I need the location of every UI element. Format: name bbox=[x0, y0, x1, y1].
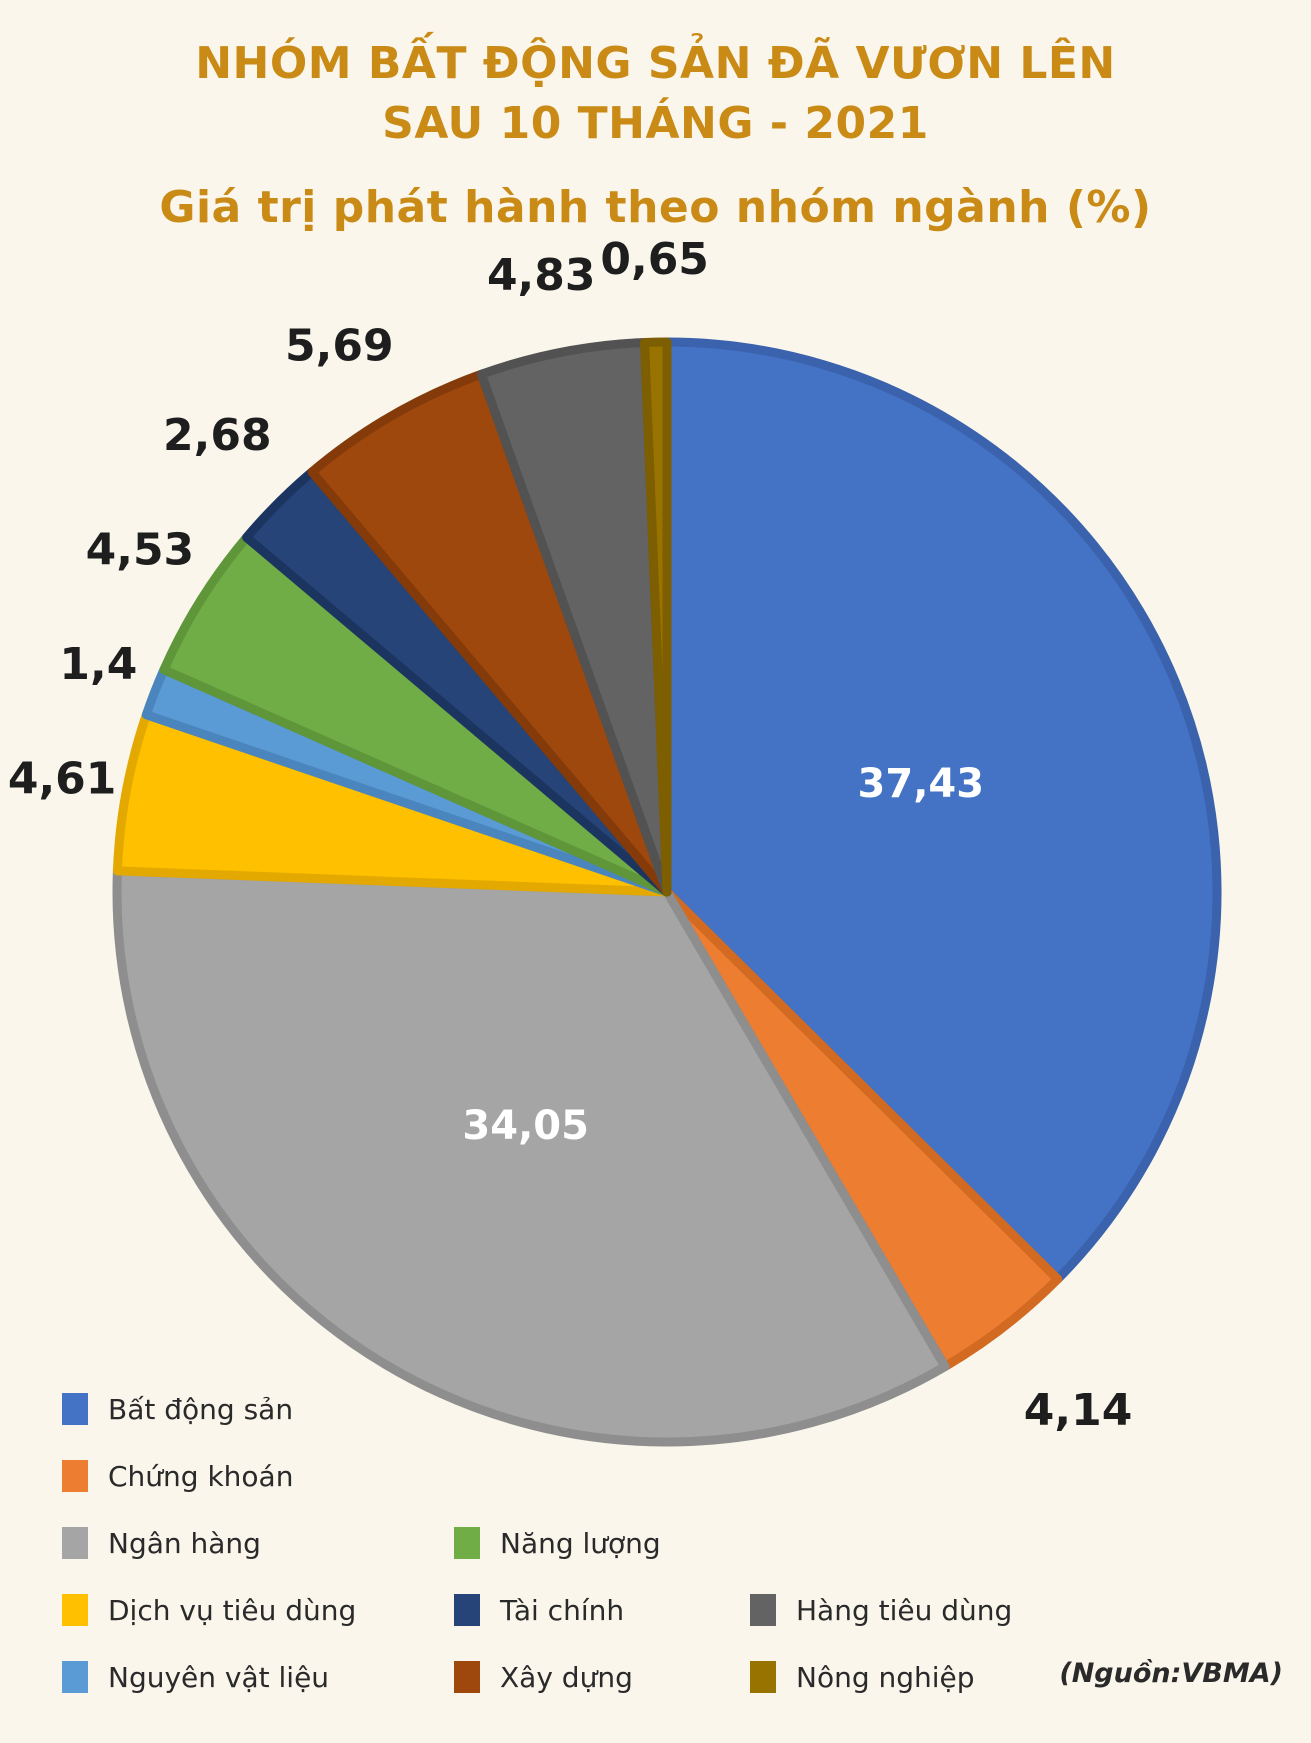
data-label-5: 4,53 bbox=[86, 525, 195, 576]
legend-item-nguyen-vat-lieu: Nguyên vật liệu bbox=[62, 1660, 329, 1694]
legend-swatch bbox=[62, 1594, 88, 1626]
data-label-3: 4,61 bbox=[8, 754, 117, 805]
pie-slice-9 bbox=[640, 337, 672, 897]
chart-subtitle: Giá trị phát hành theo nhóm ngành (%) bbox=[159, 182, 1152, 233]
legend-swatch bbox=[62, 1460, 88, 1492]
legend-label: Bất động sản bbox=[108, 1392, 294, 1426]
legend-swatch bbox=[750, 1661, 776, 1693]
legend-item-xay-dung: Xây dựng bbox=[454, 1660, 633, 1694]
legend-swatch bbox=[62, 1393, 88, 1425]
legend-item-hang-tieu-dung: Hàng tiêu dùng bbox=[750, 1593, 1012, 1627]
legend-item-bat-dong-san: Bất động sản bbox=[62, 1392, 293, 1426]
legend-label: Nguyên vật liệu bbox=[108, 1660, 330, 1694]
legend-label: Dịch vụ tiêu dùng bbox=[108, 1593, 357, 1627]
legend-label: Năng lượng bbox=[500, 1526, 661, 1560]
pie-slice-2 bbox=[112, 866, 950, 1447]
legend-label: Ngân hàng bbox=[108, 1526, 261, 1560]
data-label-0: 37,43 bbox=[858, 761, 985, 807]
legend-label: Xây dựng bbox=[500, 1660, 633, 1694]
data-label-8: 4,83 bbox=[487, 250, 596, 301]
pie-slice-7 bbox=[307, 369, 672, 897]
legend-swatch bbox=[454, 1594, 480, 1626]
data-label-9: 0,65 bbox=[600, 234, 709, 285]
data-label-1: 4,14 bbox=[1024, 1385, 1133, 1436]
legend-swatch bbox=[62, 1661, 88, 1693]
legend-label: Nông nghiệp bbox=[796, 1660, 975, 1694]
data-label-2: 34,05 bbox=[462, 1103, 589, 1149]
legend-label: Hàng tiêu dùng bbox=[796, 1593, 1013, 1627]
pie-slice-0 bbox=[662, 337, 1222, 1284]
legend-label: Tài chính bbox=[500, 1593, 625, 1627]
chart-title-line1: NHÓM BẤT ĐỘNG SẢN ĐÃ VƯƠN LÊN bbox=[195, 38, 1116, 89]
legend-item-dich-vu-tieu-dung: Dịch vụ tiêu dùng bbox=[62, 1593, 356, 1627]
legend-swatch bbox=[750, 1594, 776, 1626]
source-note: (Nguồn:VBMA) bbox=[1059, 1658, 1283, 1689]
legend-item-nong-nghiep: Nông nghiệp bbox=[750, 1660, 975, 1694]
legend-item-tai-chinh: Tài chính bbox=[454, 1593, 624, 1627]
legend-swatch bbox=[454, 1661, 480, 1693]
legend-swatch bbox=[62, 1527, 88, 1559]
data-label-6: 2,68 bbox=[163, 410, 272, 461]
legend-item-chung-khoan: Chứng khoán bbox=[62, 1459, 293, 1493]
legend-label: Chứng khoán bbox=[108, 1459, 294, 1493]
legend-item-nang-luong: Năng lượng bbox=[454, 1526, 661, 1560]
data-label-7: 5,69 bbox=[285, 320, 394, 371]
legend-item-ngan-hang: Ngân hàng bbox=[62, 1526, 261, 1560]
data-label-4: 1,4 bbox=[59, 639, 137, 690]
chart-title-line2: SAU 10 THÁNG - 2021 bbox=[382, 98, 929, 149]
legend-swatch bbox=[454, 1527, 480, 1559]
